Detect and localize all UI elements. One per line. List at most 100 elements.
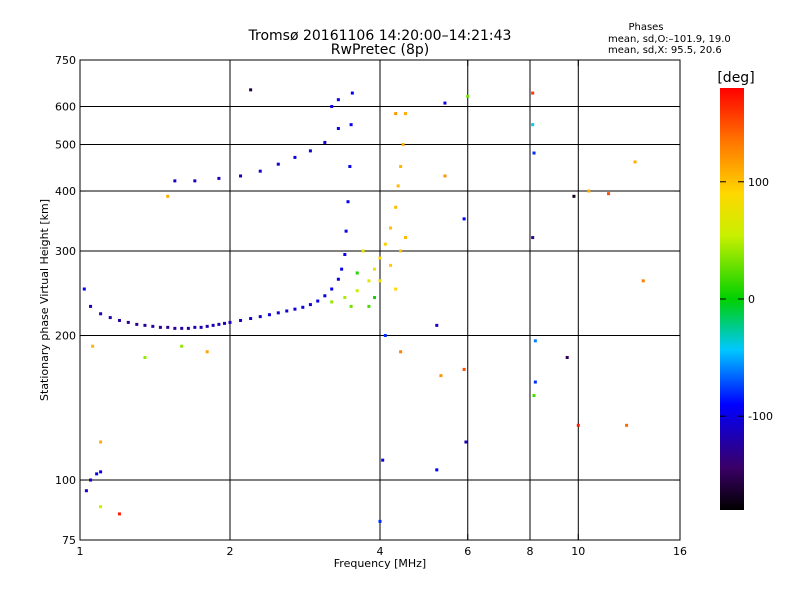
data-point: [361, 249, 365, 253]
data-point: [89, 304, 93, 308]
data-point: [349, 304, 353, 308]
data-point: [532, 394, 536, 398]
stats-header: Phases: [628, 22, 663, 33]
data-point: [403, 236, 407, 240]
data-point: [205, 350, 209, 354]
data-point: [633, 160, 637, 164]
colorbar-label: [deg]: [717, 70, 754, 86]
data-point: [641, 279, 645, 283]
data-point: [126, 320, 130, 324]
y-tick-label: 400: [55, 185, 76, 198]
stats-x-line: mean, sd,X: 95.5, 20.6: [608, 45, 722, 56]
data-point: [343, 253, 347, 257]
data-point: [249, 317, 253, 321]
data-point: [394, 205, 398, 209]
data-point: [355, 271, 359, 275]
data-point: [276, 162, 280, 166]
data-point: [158, 325, 162, 329]
data-point: [293, 307, 297, 311]
data-point: [308, 149, 312, 153]
data-point: [193, 179, 197, 183]
data-point: [399, 164, 403, 168]
data-point: [228, 320, 232, 324]
data-point: [373, 267, 377, 271]
data-point: [285, 309, 289, 313]
data-point: [381, 458, 385, 462]
data-point: [346, 200, 350, 204]
data-point: [166, 194, 170, 198]
data-point: [323, 140, 327, 144]
y-tick-label: 300: [55, 245, 76, 258]
data-point: [239, 174, 243, 178]
data-point: [193, 325, 197, 329]
data-point: [443, 101, 447, 105]
data-point: [531, 123, 535, 127]
y-tick-label: 200: [55, 330, 76, 343]
data-point: [367, 279, 371, 283]
data-point: [166, 325, 170, 329]
data-point: [464, 440, 468, 444]
x-tick-label: 6: [464, 545, 471, 558]
data-point: [399, 350, 403, 354]
data-point: [625, 423, 629, 427]
data-point: [373, 296, 377, 300]
data-point: [355, 289, 359, 293]
data-point: [439, 374, 443, 378]
x-tick-label: 10: [571, 545, 585, 558]
data-point: [572, 194, 576, 198]
axis-ticks: 1 2 4 6 8 10 16 75 100 200 300 400 500 600 750: [55, 54, 687, 558]
grid-lines: [80, 60, 680, 540]
data-point: [399, 249, 403, 253]
data-point: [99, 470, 103, 474]
data-point: [99, 440, 103, 444]
data-point: [532, 151, 536, 155]
data-point: [533, 380, 537, 384]
data-point: [336, 277, 340, 281]
data-point: [531, 236, 535, 240]
colorbar-tick-label: -100: [748, 410, 773, 423]
data-point: [394, 112, 398, 116]
chart-title-line2: RwPretec (8p): [331, 42, 429, 58]
y-tick-label: 600: [55, 101, 76, 114]
data-point: [180, 344, 184, 348]
data-point: [239, 318, 243, 322]
data-point: [267, 313, 271, 317]
data-point: [350, 91, 354, 95]
y-tick-label: 500: [55, 139, 76, 152]
data-point: [330, 300, 334, 304]
data-point: [336, 126, 340, 130]
data-point: [349, 123, 353, 127]
data-point: [323, 294, 327, 298]
data-point: [378, 279, 382, 283]
data-point: [117, 318, 121, 322]
data-point: [533, 339, 537, 343]
data-point: [180, 326, 184, 330]
data-point: [223, 321, 227, 325]
data-point: [258, 315, 262, 319]
stats-o-line: mean, sd,O:–101.9, 19.0: [608, 34, 731, 45]
data-point: [258, 169, 262, 173]
x-tick-label: 2: [227, 545, 234, 558]
data-point: [99, 505, 103, 509]
x-tick-label: 16: [673, 545, 687, 558]
data-point: [173, 326, 177, 330]
data-point: [205, 324, 209, 328]
data-point: [383, 334, 387, 338]
x-tick-label: 8: [527, 545, 534, 558]
data-point: [343, 296, 347, 300]
data-point: [84, 489, 88, 493]
data-point: [336, 98, 340, 102]
data-point: [344, 229, 348, 233]
data-point: [378, 256, 382, 260]
x-tick-label: 4: [377, 545, 384, 558]
data-point: [367, 304, 371, 308]
x-tick-label: 1: [77, 545, 84, 558]
data-point: [378, 519, 382, 523]
data-point: [462, 217, 466, 221]
data-point: [403, 112, 407, 116]
data-point: [95, 472, 99, 476]
data-point: [316, 299, 320, 303]
data-point: [91, 344, 95, 348]
data-point: [143, 323, 147, 327]
